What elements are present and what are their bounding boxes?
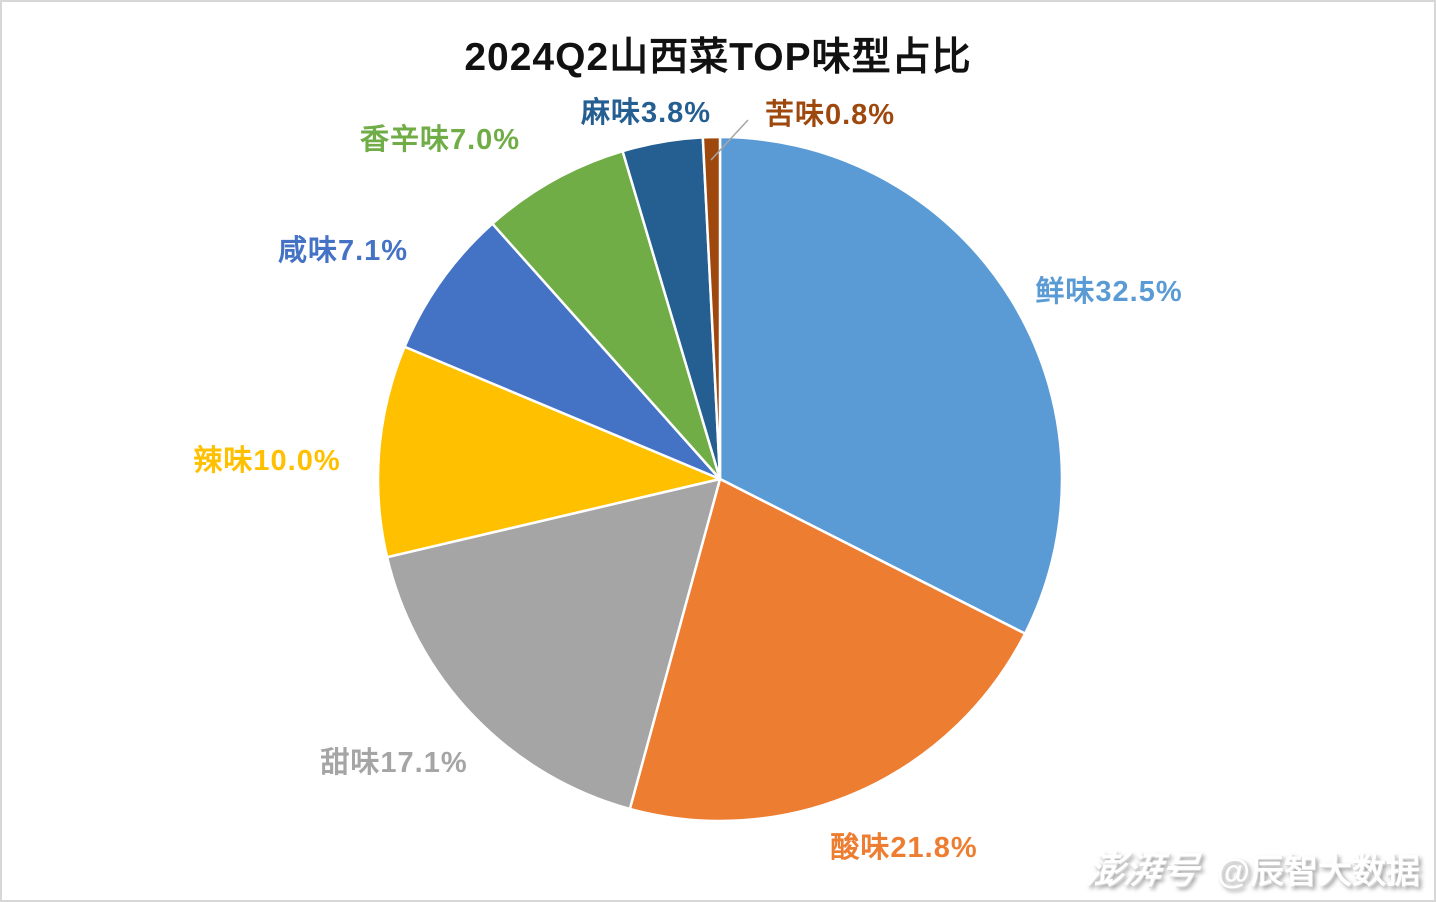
chart-title: 2024Q2山西菜TOP味型占比: [464, 36, 972, 79]
pie-label-numbing: 麻味3.8%: [580, 97, 712, 129]
pie-label-umami: 鲜味32.5%: [1035, 276, 1183, 308]
pie-slice-sour: [628, 477, 1027, 823]
pie-slice-bitter: [701, 135, 722, 481]
watermark: 澎湃号 @辰智大数据: [1084, 840, 1420, 894]
label-leader-line-bitter: [710, 119, 749, 161]
pie-slice-umami: [718, 135, 1064, 635]
pie-label-sweet: 甜味17.1%: [320, 747, 468, 779]
pie-slice-sweet: [385, 477, 722, 811]
watermark-brand-logo: 澎湃号: [1084, 850, 1202, 891]
pie-label-aromatic-spicy: 香辛味7.0%: [359, 124, 521, 156]
pie-label-spicy: 辣味10.0%: [193, 445, 341, 477]
pie-label-salty: 咸味7.1%: [277, 235, 409, 267]
pie-slice-spicy: [376, 345, 722, 559]
watermark-handle: @辰智大数据: [1216, 853, 1420, 891]
pie-slice-salty: [403, 222, 722, 481]
pie-label-bitter: 苦味0.8%: [764, 99, 896, 131]
pie-label-sour: 酸味21.8%: [830, 832, 978, 864]
pie-slice-aromatic-spicy: [491, 149, 722, 481]
